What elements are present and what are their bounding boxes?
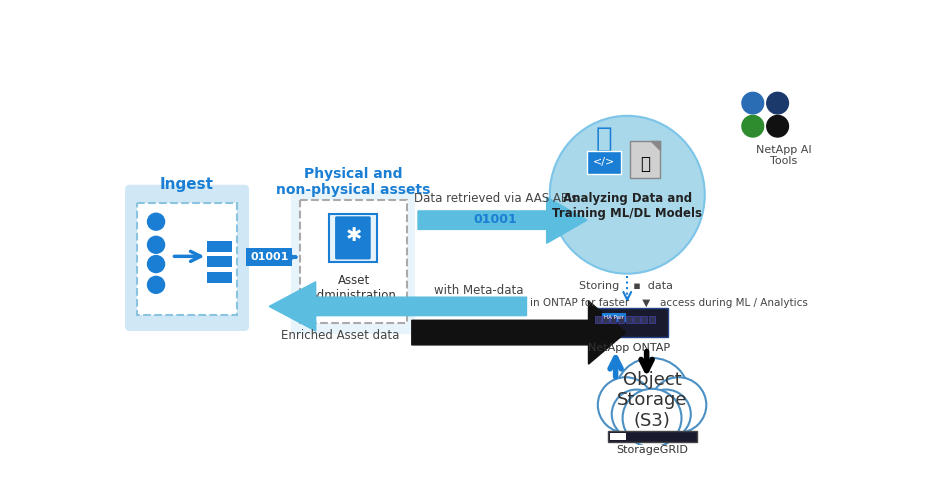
Polygon shape: [269, 282, 527, 331]
FancyBboxPatch shape: [594, 316, 601, 322]
FancyBboxPatch shape: [607, 431, 697, 442]
Circle shape: [767, 116, 788, 137]
FancyBboxPatch shape: [603, 312, 626, 322]
FancyBboxPatch shape: [610, 432, 626, 440]
Text: with Meta-data: with Meta-data: [433, 284, 523, 298]
Polygon shape: [412, 301, 626, 364]
FancyBboxPatch shape: [329, 214, 377, 262]
Text: 🧠: 🧠: [640, 155, 650, 173]
Circle shape: [767, 92, 788, 114]
Circle shape: [147, 213, 165, 230]
Polygon shape: [650, 141, 660, 150]
Circle shape: [742, 116, 764, 137]
Text: 👤: 👤: [595, 126, 612, 154]
Text: Asset
Administration
Shell (AAS): Asset Administration Shell (AAS): [310, 274, 397, 317]
FancyBboxPatch shape: [125, 184, 249, 331]
FancyBboxPatch shape: [649, 316, 656, 322]
Text: NetApp AI
Tools: NetApp AI Tools: [756, 144, 811, 167]
FancyBboxPatch shape: [603, 316, 608, 322]
FancyBboxPatch shape: [618, 316, 624, 322]
FancyBboxPatch shape: [633, 316, 640, 322]
FancyBboxPatch shape: [610, 316, 617, 322]
Text: </>: </>: [593, 158, 615, 168]
Text: 01001: 01001: [473, 212, 518, 226]
Circle shape: [147, 256, 165, 272]
FancyBboxPatch shape: [641, 316, 647, 322]
FancyBboxPatch shape: [246, 248, 293, 266]
FancyBboxPatch shape: [335, 216, 370, 260]
Circle shape: [742, 92, 764, 114]
Ellipse shape: [550, 116, 705, 274]
Bar: [137, 203, 237, 315]
Text: Analyzing Data and
Training ML/DL Models: Analyzing Data and Training ML/DL Models: [552, 192, 702, 220]
Text: Enriched Asset data: Enriched Asset data: [282, 329, 400, 342]
Text: Data retrieved via AAS APIs: Data retrieved via AAS APIs: [414, 192, 577, 205]
FancyBboxPatch shape: [207, 272, 232, 282]
Circle shape: [147, 276, 165, 293]
Text: Ingest: Ingest: [160, 177, 214, 192]
FancyBboxPatch shape: [590, 308, 668, 337]
Text: HA Pair: HA Pair: [604, 314, 624, 320]
Text: Storing    ▪  data: Storing ▪ data: [579, 282, 673, 292]
Text: ✱: ✱: [345, 226, 362, 245]
Circle shape: [641, 390, 691, 439]
FancyBboxPatch shape: [587, 151, 621, 174]
Circle shape: [615, 358, 689, 432]
FancyBboxPatch shape: [291, 190, 415, 334]
Text: NetApp ONTAP: NetApp ONTAP: [588, 344, 669, 353]
Circle shape: [612, 390, 661, 439]
Circle shape: [622, 389, 682, 448]
FancyBboxPatch shape: [207, 256, 232, 267]
FancyBboxPatch shape: [631, 141, 660, 178]
Circle shape: [598, 377, 654, 432]
Text: 01001: 01001: [250, 252, 288, 262]
FancyBboxPatch shape: [626, 316, 632, 322]
Text: in ONTAP for faster    ▼   access during ML / Analytics: in ONTAP for faster ▼ access during ML /…: [531, 298, 808, 308]
Circle shape: [650, 377, 707, 432]
Polygon shape: [418, 197, 587, 244]
Circle shape: [147, 236, 165, 254]
FancyBboxPatch shape: [207, 241, 232, 252]
Text: Physical and
non-physical assets: Physical and non-physical assets: [277, 166, 431, 197]
Bar: [300, 200, 407, 324]
Text: StorageGRID: StorageGRID: [616, 445, 688, 455]
Text: Object
Storage
(S3): Object Storage (S3): [617, 370, 687, 430]
